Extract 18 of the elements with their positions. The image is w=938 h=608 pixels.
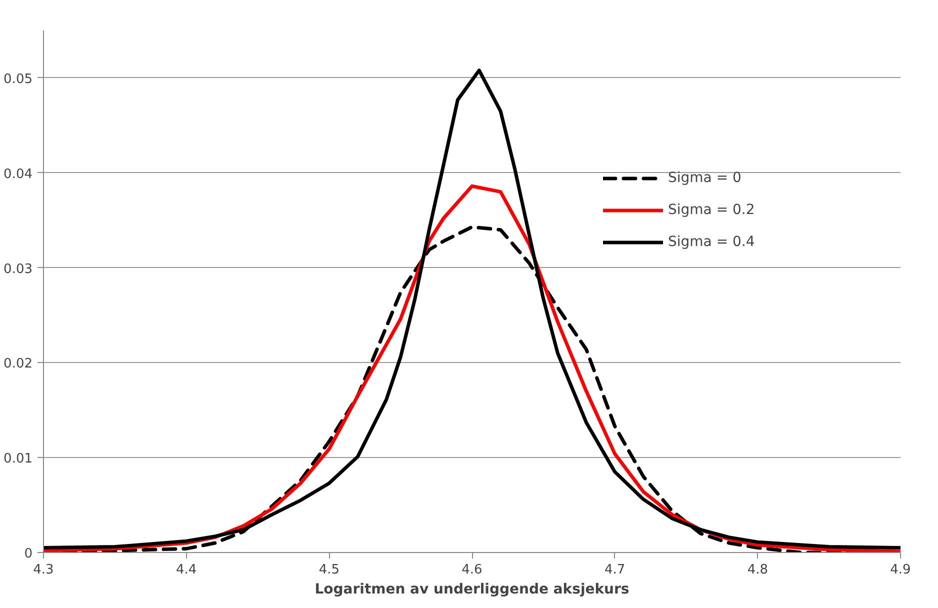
x-tick-label: 4.4 <box>176 562 197 578</box>
legend-label: Sigma = 0 <box>668 170 742 186</box>
y-tick-label: 0.04 <box>4 166 33 182</box>
x-axis-title: Logaritmen av underliggende aksjekurs <box>314 582 630 598</box>
x-tick-label: 4.3 <box>33 562 54 578</box>
y-tick-label: 0.05 <box>4 72 33 87</box>
legend-label: Sigma = 0.4 <box>668 234 755 250</box>
y-tick-label: 0.01 <box>4 452 33 467</box>
y-tick-label: 0.02 <box>4 356 33 372</box>
x-tick-label: 4.9 <box>890 562 911 578</box>
x-tick-label: 4.7 <box>604 562 626 578</box>
y-tick-label: 0.03 <box>4 262 33 277</box>
legend-label: Sigma = 0.2 <box>668 202 755 218</box>
line-series <box>44 68 900 550</box>
x-tick-label: 4.8 <box>747 562 768 578</box>
x-tick-label: 4.6 <box>462 562 482 578</box>
x-tick-label: 4.5 <box>318 562 340 578</box>
y-tick-label: 0 <box>24 546 33 562</box>
